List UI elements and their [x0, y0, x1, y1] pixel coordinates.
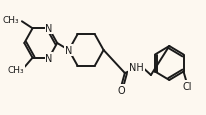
Text: Cl: Cl	[183, 81, 192, 91]
Text: NH: NH	[129, 62, 144, 72]
Text: N: N	[65, 46, 73, 56]
Text: O: O	[117, 85, 125, 95]
Text: CH₃: CH₃	[2, 16, 19, 25]
Text: N: N	[45, 24, 53, 34]
Text: CH₃: CH₃	[7, 66, 24, 75]
Text: N: N	[45, 53, 53, 63]
